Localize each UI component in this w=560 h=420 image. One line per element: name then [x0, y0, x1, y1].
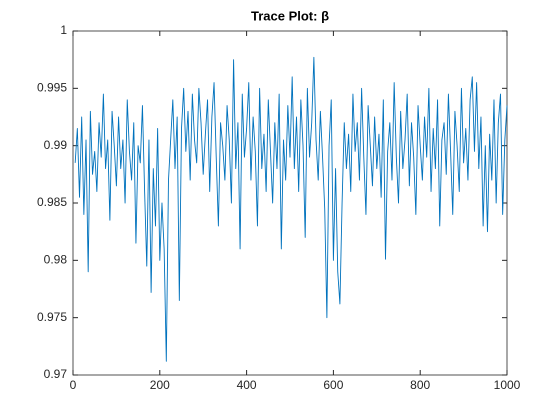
y-tick-label: 0.995 — [37, 81, 67, 95]
x-tick-label: 800 — [410, 378, 430, 392]
trace-line — [74, 56, 508, 362]
y-tick-label: 0.98 — [44, 253, 68, 267]
x-tick-label: 0 — [70, 378, 77, 392]
chart-title: Trace Plot: β — [251, 8, 329, 23]
y-tick-label: 0.99 — [44, 138, 68, 152]
y-tick-label: 0.975 — [37, 310, 67, 324]
y-tick-label: 1 — [60, 23, 67, 37]
y-tick-label: 0.97 — [44, 367, 68, 381]
x-tick-label: 200 — [150, 378, 170, 392]
y-tick-label: 0.985 — [37, 195, 67, 209]
axes-box — [72, 30, 508, 376]
x-tick-label: 600 — [323, 378, 343, 392]
x-tick-label: 400 — [237, 378, 257, 392]
x-tick-label: 1000 — [494, 378, 521, 392]
